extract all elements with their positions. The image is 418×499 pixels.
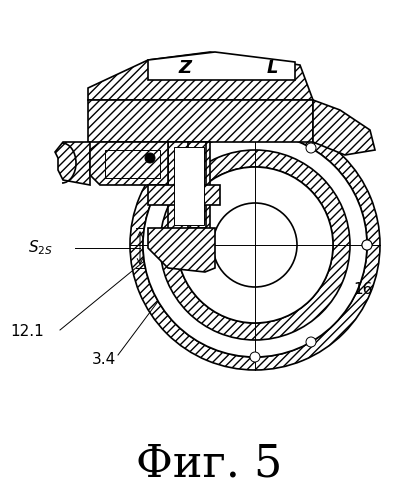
Circle shape — [145, 153, 155, 163]
Text: 12.1: 12.1 — [10, 324, 44, 339]
Circle shape — [250, 352, 260, 362]
Text: Фиг. 5: Фиг. 5 — [136, 443, 282, 486]
Circle shape — [306, 143, 316, 153]
Bar — [88, 100, 313, 142]
Text: 16: 16 — [353, 282, 372, 297]
Bar — [174, 147, 204, 225]
Circle shape — [306, 337, 316, 347]
Text: 3.4: 3.4 — [92, 352, 116, 367]
Bar — [188, 142, 206, 228]
Polygon shape — [148, 228, 215, 272]
Polygon shape — [55, 142, 90, 185]
Bar — [168, 142, 210, 230]
Circle shape — [177, 167, 333, 323]
Bar — [148, 185, 220, 205]
Polygon shape — [313, 100, 375, 155]
Circle shape — [362, 240, 372, 250]
Text: L: L — [266, 59, 278, 77]
Polygon shape — [148, 52, 295, 80]
Circle shape — [362, 240, 372, 250]
Text: Z: Z — [178, 59, 191, 77]
Polygon shape — [90, 142, 168, 185]
Text: $S_{2S}$: $S_{2S}$ — [28, 239, 53, 257]
Polygon shape — [88, 52, 313, 100]
Circle shape — [143, 133, 367, 357]
Bar — [105, 150, 160, 178]
Circle shape — [213, 203, 297, 287]
